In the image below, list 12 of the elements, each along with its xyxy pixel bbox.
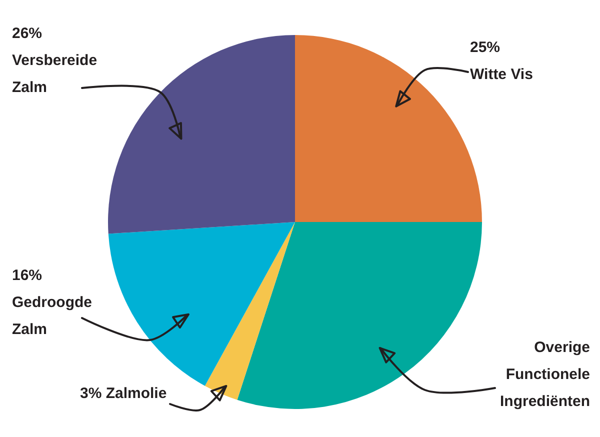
data-label: 25%: [470, 39, 500, 56]
slice-label: Gedroogde Zalm: [12, 294, 92, 338]
slice-label: Overige Functionele Ingrediënten: [500, 339, 590, 410]
pie-slice: [108, 222, 295, 386]
pie-slice: [204, 222, 295, 400]
slice-label: Versbereide Zalm: [12, 52, 98, 96]
slice-label: Witte Vis: [470, 66, 533, 83]
pie-slice: [237, 222, 482, 409]
data-label: 16%: [12, 267, 42, 284]
data-label: 26%: [12, 25, 42, 42]
pie-slice: [108, 35, 295, 234]
slice-label: 3% Zalmolie: [80, 385, 167, 402]
